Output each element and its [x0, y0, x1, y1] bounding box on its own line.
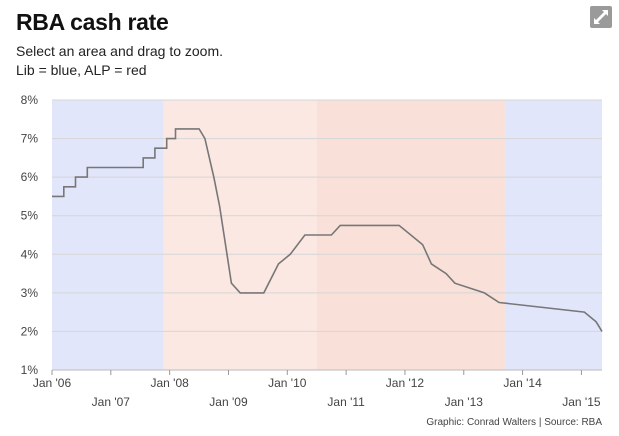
- x-tick-label: Jan '12: [386, 376, 425, 390]
- source-credit: Graphic: Conrad Walters | Source: RBA: [426, 417, 602, 428]
- party-legend-text: Lib = blue, ALP = red: [16, 62, 147, 78]
- x-tick-label: Jan '09: [209, 395, 248, 409]
- expand-icon: [594, 10, 608, 24]
- chart-subtitle: Select an area and drag to zoom. Lib = b…: [16, 42, 223, 80]
- y-tick-label: 1%: [21, 363, 39, 377]
- x-tick-label: Jan '13: [445, 395, 484, 409]
- x-axis: Jan '06 Jan '08 Jan '10 Jan '12 Jan '14 Jan '…: [33, 370, 601, 409]
- x-tick-label: Jan '14: [503, 376, 542, 390]
- x-tick-label: Jan '15: [562, 395, 601, 409]
- y-tick-label: 2%: [21, 324, 39, 338]
- y-tick-label: 4%: [21, 247, 39, 261]
- zoom-instruction: Select an area and drag to zoom.: [16, 43, 224, 59]
- band-alp-1: [163, 100, 317, 370]
- y-tick-label: 5%: [21, 209, 39, 223]
- y-tick-label: 8%: [21, 93, 39, 107]
- x-tick-label: Jan '11: [327, 395, 365, 409]
- x-tick-label: Jan '06: [33, 376, 72, 390]
- x-tick-label: Jan '08: [150, 376, 189, 390]
- y-tick-label: 6%: [21, 170, 39, 184]
- gridlines: [52, 99, 602, 371]
- chart-title: RBA cash rate: [16, 9, 169, 35]
- band-lib-0: [52, 100, 164, 370]
- x-tick-label: Jan '07: [92, 395, 131, 409]
- band-lib-3: [504, 100, 602, 370]
- x-tick-label: Jan '10: [268, 376, 307, 390]
- y-tick-label: 3%: [21, 286, 39, 300]
- cash-rate-line: [52, 128, 603, 332]
- y-axis: 1% 2% 3% 4% 5% 6% 7% 8%: [21, 93, 39, 377]
- y-tick-label: 7%: [21, 132, 39, 146]
- expand-button[interactable]: [590, 6, 612, 28]
